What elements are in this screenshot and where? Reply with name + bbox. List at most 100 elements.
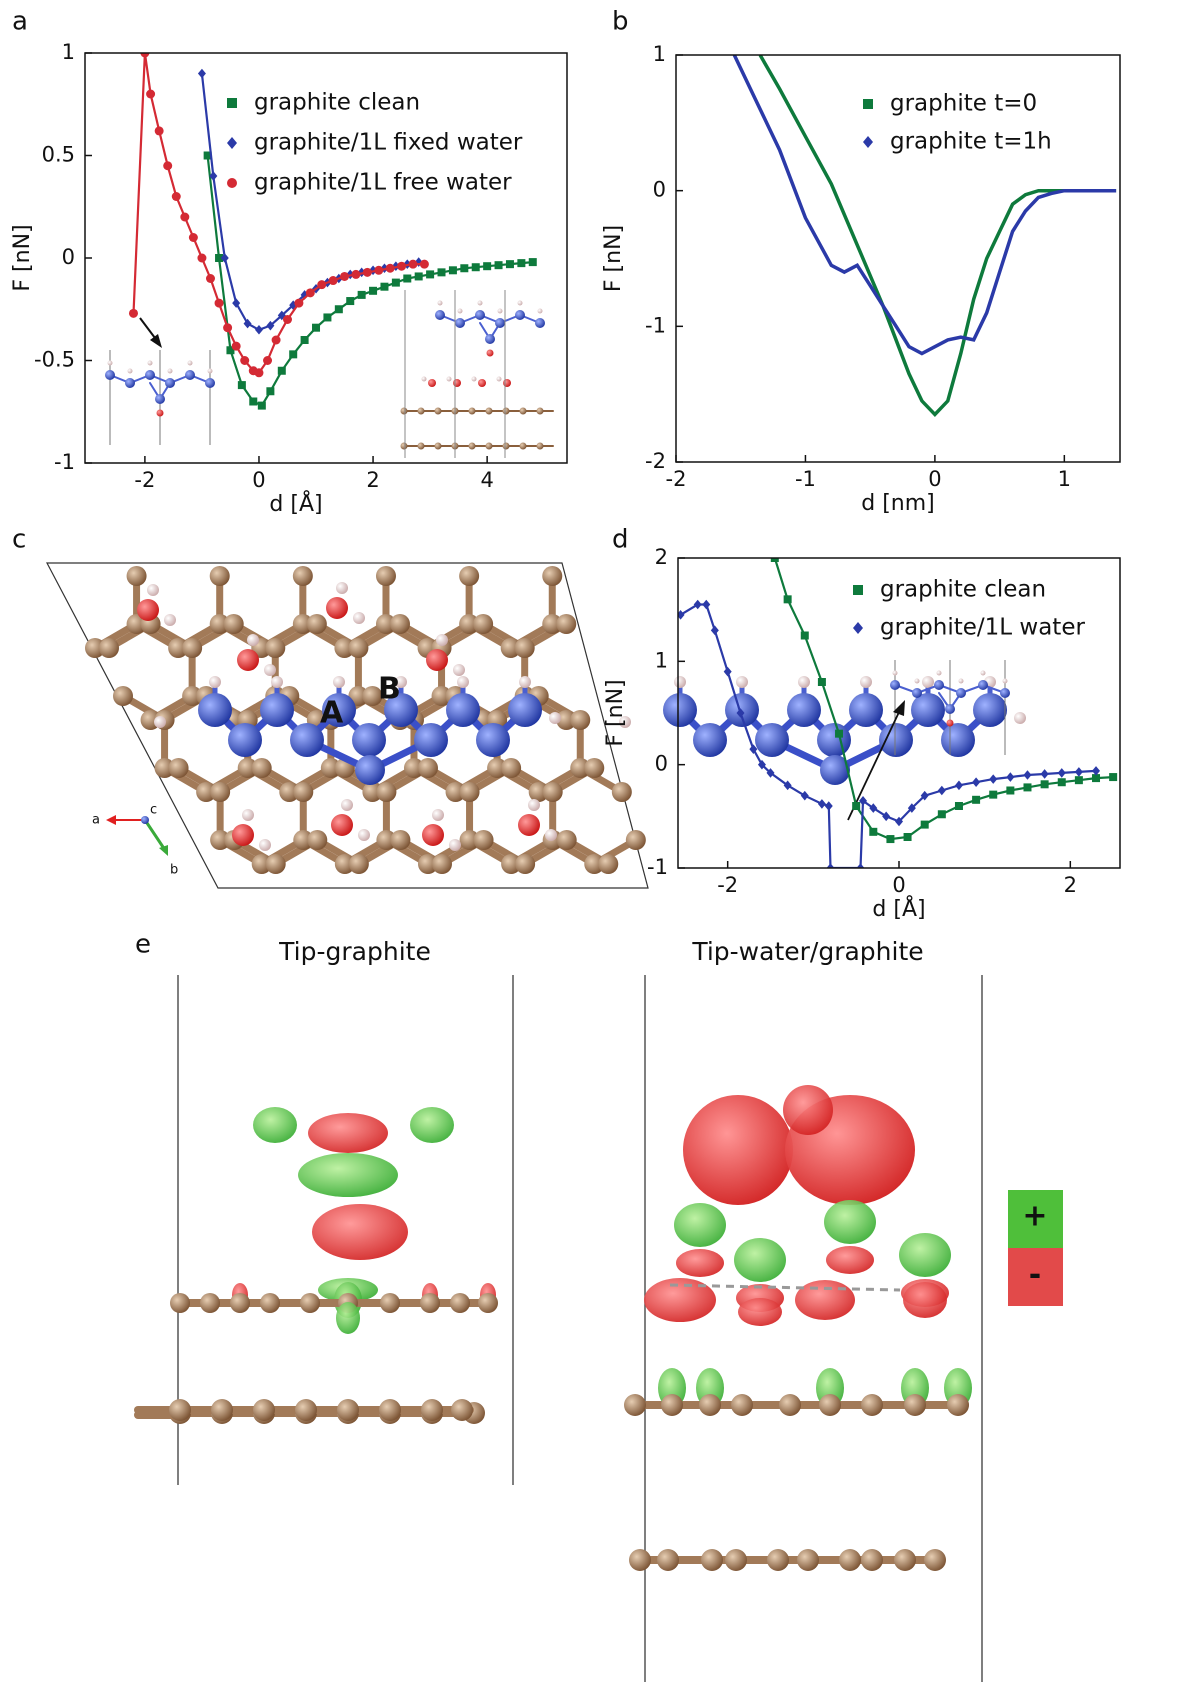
x-tick-label: 0 bbox=[252, 468, 265, 492]
atom bbox=[486, 443, 493, 450]
atom bbox=[508, 693, 542, 727]
marker bbox=[825, 801, 833, 811]
atom bbox=[341, 799, 353, 811]
atom bbox=[188, 361, 193, 366]
atom bbox=[956, 688, 966, 698]
legend-label: graphite/1L water bbox=[880, 615, 1085, 641]
atom bbox=[861, 1394, 883, 1416]
x-tick-label: 2 bbox=[366, 468, 379, 492]
marker bbox=[904, 833, 912, 841]
y-tick-label: 1 bbox=[653, 42, 666, 66]
legend-label: + bbox=[1022, 1199, 1047, 1234]
isosurface bbox=[253, 1107, 297, 1143]
marker bbox=[335, 305, 343, 313]
y-tick-label: -1 bbox=[54, 450, 75, 474]
marker bbox=[323, 313, 331, 321]
atom bbox=[520, 408, 527, 415]
marker bbox=[1041, 780, 1049, 788]
atom bbox=[376, 782, 396, 802]
marker bbox=[859, 796, 867, 806]
marker bbox=[818, 799, 826, 809]
marker bbox=[529, 258, 537, 266]
atom bbox=[725, 1549, 747, 1571]
marker bbox=[232, 342, 241, 351]
marker bbox=[172, 192, 181, 201]
panel-title: Tip-water/graphite bbox=[691, 937, 923, 966]
panel-label: e bbox=[135, 930, 151, 960]
atom bbox=[414, 723, 448, 757]
atom bbox=[155, 394, 165, 404]
y-tick-label: 1 bbox=[62, 40, 75, 64]
marker bbox=[420, 260, 429, 269]
atom bbox=[519, 676, 531, 688]
atom bbox=[349, 854, 369, 874]
atom bbox=[264, 664, 276, 676]
atom bbox=[232, 824, 254, 846]
atom bbox=[861, 1549, 883, 1571]
atom bbox=[557, 830, 577, 850]
atom bbox=[819, 1394, 841, 1416]
atom bbox=[485, 334, 495, 344]
marker bbox=[921, 821, 929, 829]
atom bbox=[435, 310, 445, 320]
atom bbox=[105, 370, 115, 380]
atom bbox=[451, 1399, 473, 1421]
legend-marker bbox=[227, 137, 237, 149]
atom bbox=[472, 377, 477, 382]
panel-label: b bbox=[612, 7, 629, 37]
legend-label: graphite/1L free water bbox=[254, 170, 512, 196]
isosurface bbox=[312, 1204, 408, 1260]
atom bbox=[515, 638, 535, 658]
atom bbox=[894, 1549, 916, 1571]
x-tick-label: 2 bbox=[1064, 873, 1077, 897]
atom bbox=[612, 782, 632, 802]
marker bbox=[1023, 770, 1031, 780]
marker bbox=[460, 264, 468, 272]
atom bbox=[170, 1293, 190, 1313]
atom bbox=[210, 566, 230, 586]
marker bbox=[403, 275, 411, 283]
atom bbox=[453, 664, 465, 676]
marker bbox=[415, 272, 423, 280]
axis-label: c bbox=[150, 803, 157, 818]
atom bbox=[457, 676, 469, 688]
marker bbox=[449, 266, 457, 274]
y-tick-label: 0.5 bbox=[42, 143, 75, 167]
legend-marker bbox=[863, 136, 873, 148]
atom bbox=[473, 614, 493, 634]
atom bbox=[137, 599, 159, 621]
atom bbox=[518, 301, 523, 306]
atom bbox=[890, 680, 900, 690]
atom bbox=[208, 369, 213, 374]
atom bbox=[542, 566, 562, 586]
atom bbox=[422, 377, 427, 382]
atom bbox=[307, 830, 327, 850]
marker bbox=[306, 288, 315, 297]
panel-label: d bbox=[612, 525, 629, 555]
atom bbox=[200, 1293, 220, 1313]
atom bbox=[355, 755, 385, 785]
atom bbox=[495, 318, 505, 328]
atom bbox=[503, 443, 510, 450]
marker bbox=[301, 336, 309, 344]
x-tick-label: 0 bbox=[892, 873, 905, 897]
atom bbox=[401, 443, 408, 450]
atom bbox=[141, 816, 149, 824]
isosurface bbox=[336, 1302, 360, 1334]
atom bbox=[486, 408, 493, 415]
marker bbox=[955, 802, 963, 810]
atom bbox=[438, 301, 443, 306]
y-tick-label: -2 bbox=[645, 449, 666, 473]
atom bbox=[478, 1293, 498, 1313]
marker bbox=[801, 632, 809, 640]
atom bbox=[145, 370, 155, 380]
atom bbox=[779, 1394, 801, 1416]
bond bbox=[145, 820, 165, 850]
isosurface bbox=[903, 1282, 947, 1318]
atom bbox=[624, 1394, 646, 1416]
marker bbox=[483, 262, 491, 270]
atom bbox=[293, 782, 313, 802]
legend-label: graphite clean bbox=[880, 577, 1046, 603]
marker bbox=[289, 350, 297, 358]
atom bbox=[358, 829, 370, 841]
